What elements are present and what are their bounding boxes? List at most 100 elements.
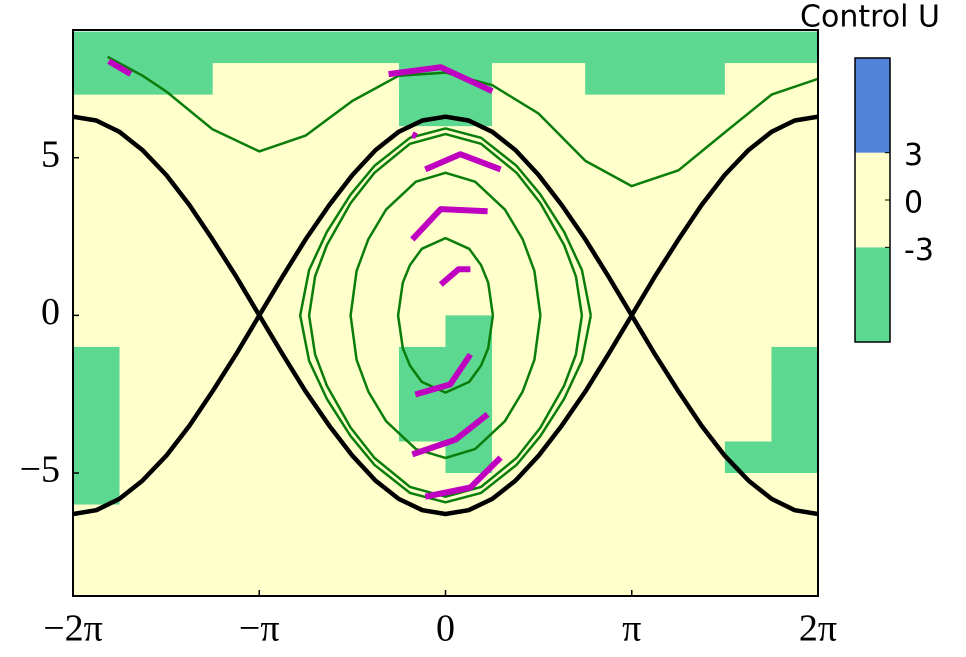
heatmap-cell — [445, 189, 493, 222]
heatmap-cell — [678, 536, 726, 569]
heatmap-cell — [771, 315, 818, 348]
heatmap-cell — [166, 473, 214, 506]
heatmap-cell — [119, 189, 167, 222]
heatmap-cell — [166, 504, 214, 537]
heatmap-cell — [771, 409, 818, 443]
heatmap-cell — [492, 378, 540, 411]
heatmap-cell — [305, 504, 353, 537]
heatmap-cell — [166, 536, 214, 569]
heatmap-cell — [538, 252, 586, 285]
heatmap-cell — [212, 504, 260, 537]
heatmap-cell — [259, 504, 307, 537]
heatmap-cell — [538, 504, 586, 537]
heatmap-cell — [212, 94, 260, 127]
heatmap-cell — [73, 220, 121, 253]
trajectory-line — [424, 151, 502, 173]
heatmap-cell — [166, 126, 214, 159]
heatmap-cell — [212, 126, 260, 159]
heatmap-cell — [678, 473, 726, 506]
heatmap-cell — [771, 536, 818, 569]
heatmap-cell — [352, 189, 400, 222]
heatmap-cell — [678, 126, 726, 159]
heatmap-cell — [585, 441, 633, 474]
colorbar-tick-label: -3 — [904, 233, 934, 268]
heatmap-cell — [771, 346, 818, 380]
x-tick-label: 2π — [799, 608, 837, 650]
heatmap-cell — [724, 441, 773, 474]
heatmap-cell — [771, 63, 818, 96]
heatmap-cell — [492, 567, 540, 596]
heatmap-cell — [771, 31, 818, 64]
heatmap-cell — [73, 252, 121, 285]
trajectory-line — [73, 114, 818, 517]
heatmap-cell — [538, 63, 586, 96]
y-tick-label: 5 — [41, 133, 60, 175]
heatmap-cell — [212, 536, 260, 569]
heatmap-cell — [259, 536, 307, 569]
heatmap-cell — [352, 283, 400, 316]
heatmap-cell — [73, 409, 121, 443]
heatmap-cell — [631, 126, 679, 159]
heatmap-cell — [212, 283, 260, 316]
heatmap-cell — [724, 567, 773, 596]
heatmap-cell — [119, 346, 167, 380]
trajectory-line — [424, 455, 503, 500]
colorbar-label: Control U — [800, 0, 940, 35]
heatmap-cell — [305, 473, 353, 506]
heatmap-cell — [398, 536, 447, 569]
heatmap-cell — [119, 536, 167, 569]
heatmap-cell — [585, 315, 633, 348]
heatmap-cell — [212, 157, 260, 190]
heatmap-cell — [119, 220, 167, 253]
heatmap-cell — [631, 536, 679, 569]
heatmap-cell — [678, 31, 726, 64]
heatmap-cell — [119, 441, 167, 474]
x-tick-label: −π — [239, 608, 280, 650]
heatmap-cell — [73, 126, 121, 159]
heatmap-cell — [352, 504, 400, 537]
heatmap-cell — [259, 473, 307, 506]
heatmap-cell — [212, 473, 260, 506]
heatmap-cell — [771, 378, 818, 411]
heatmap-cell — [585, 567, 633, 596]
heatmap-cell — [724, 31, 773, 64]
heatmap-cell — [119, 252, 167, 285]
heatmap-cell — [445, 346, 493, 380]
heatmap-cell — [585, 31, 633, 64]
heatmap-cell — [492, 315, 540, 348]
heatmap-cell — [259, 567, 307, 596]
heatmap-cell — [73, 189, 121, 222]
heatmap-cell — [73, 315, 121, 348]
heatmap-cell — [119, 283, 167, 316]
heatmap-cell — [585, 504, 633, 537]
heatmap-cell — [631, 473, 679, 506]
heatmap-cell — [166, 31, 214, 64]
heatmap-cell — [73, 63, 121, 96]
heatmap-cell — [538, 536, 586, 569]
heatmap-cell — [445, 283, 493, 316]
heatmap-cell — [724, 63, 773, 96]
heatmap-cell — [724, 378, 773, 411]
heatmap-cell — [212, 220, 260, 253]
heatmap-cell — [259, 31, 307, 64]
heatmap-cell — [585, 126, 633, 159]
heatmap-cell — [352, 346, 400, 380]
colorbar-band — [855, 152, 890, 248]
heatmap-cell — [212, 409, 260, 443]
trajectory-line — [298, 127, 593, 504]
heatmap-cell — [771, 567, 818, 596]
heatmap-cell — [538, 378, 586, 411]
heatmap-cell — [212, 315, 260, 348]
trajectory-line — [388, 64, 494, 94]
heatmap-cell — [492, 346, 540, 380]
heatmap-cell — [724, 536, 773, 569]
heatmap-cell — [212, 378, 260, 411]
heatmap-cell — [678, 567, 726, 596]
heatmap-cell — [166, 283, 214, 316]
heatmap-cell — [352, 94, 400, 127]
heatmap-cell — [724, 346, 773, 380]
heatmap-cell — [398, 315, 447, 348]
trajectory-line — [414, 352, 473, 398]
heatmap-cell — [119, 378, 167, 411]
heatmap-cell — [585, 94, 633, 127]
